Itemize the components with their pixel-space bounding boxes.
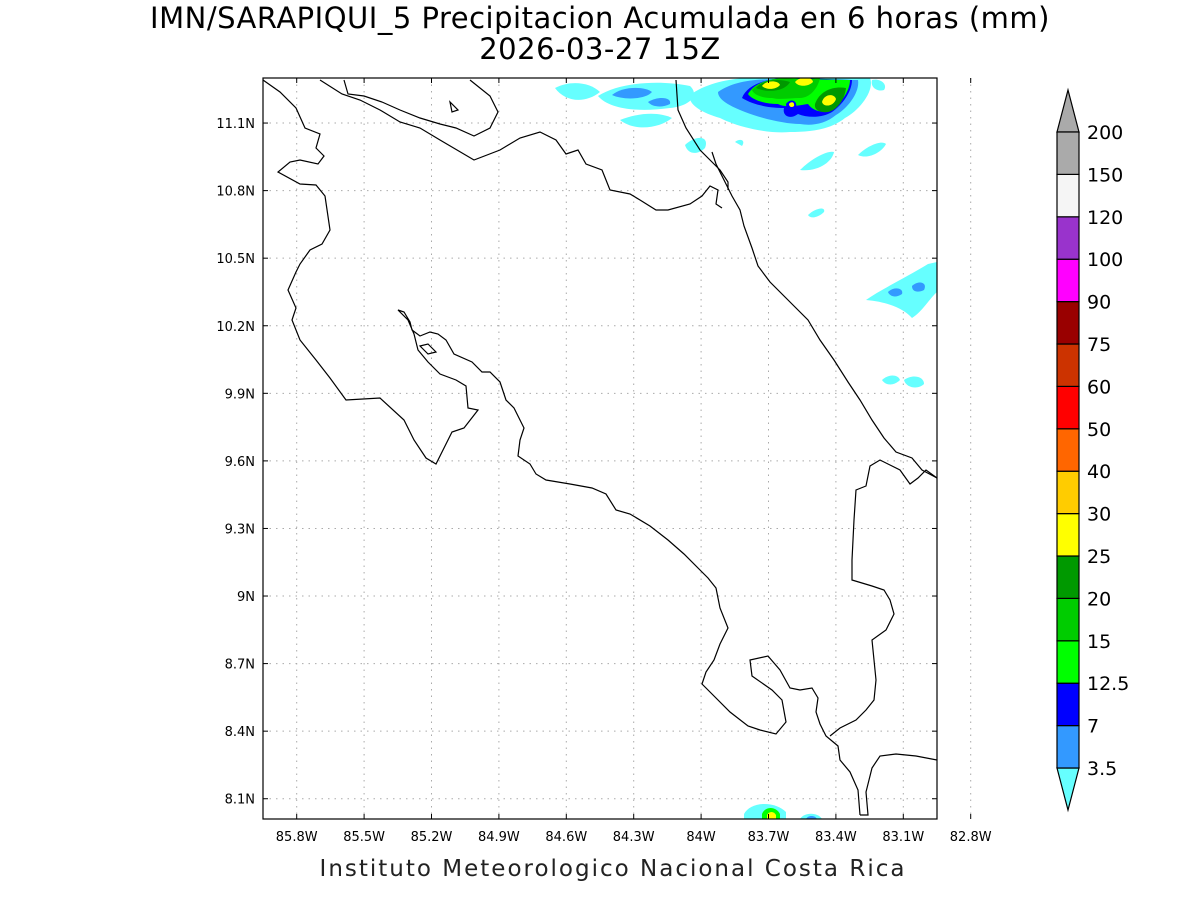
colorbar-swatch xyxy=(1056,682,1080,727)
precip-area xyxy=(685,137,706,153)
lon-tick-label: 84W xyxy=(686,830,716,845)
lat-tick-label: 9.3N xyxy=(225,522,255,537)
island-chira xyxy=(418,343,438,355)
colorbar-label: 75 xyxy=(1087,334,1111,356)
lon-tick-label: 83.7W xyxy=(748,830,790,845)
longitude-axis: 85.8W 85.5W 85.2W 84.9W 84.6W 84.3W 84W 83.7W 83… xyxy=(276,78,992,845)
map-subtitle-date: 2026-03-27 15Z xyxy=(479,32,721,66)
colorbar-label: 15 xyxy=(1087,631,1111,653)
lon-tick-label: 84.3W xyxy=(613,830,655,845)
precip-area xyxy=(767,812,776,819)
lon-tick-label: 85.5W xyxy=(343,830,385,845)
map-title: IMN/SARAPIQUI_5 Precipitacion Acumulada … xyxy=(150,1,1050,35)
border-nicaragua xyxy=(319,79,723,211)
precip-area xyxy=(808,208,825,218)
border-panama xyxy=(675,79,729,190)
precip-area xyxy=(735,139,744,146)
precip-area xyxy=(806,816,817,819)
coastline-nicoya-peninsula xyxy=(263,79,861,816)
precip-area xyxy=(822,95,836,106)
precip-area xyxy=(620,113,672,128)
colorbar-swatch xyxy=(1056,385,1080,430)
colorbar-label: 3.5 xyxy=(1087,758,1117,780)
lon-tick-label: 84.6W xyxy=(545,830,587,845)
lon-tick-label: 83.1W xyxy=(882,830,924,845)
coastline-caribbean xyxy=(711,151,937,479)
precip-area xyxy=(882,375,900,385)
lake-island xyxy=(449,100,460,113)
lon-tick-label: 83.4W xyxy=(815,830,857,845)
colorbar-label: 100 xyxy=(1087,249,1123,271)
lat-tick-label: 8.7N xyxy=(225,658,255,673)
latitude-axis: 11.1N 10.8N 10.5N 10.2N 9.9N 9.6N 9.3N 9N 8.7N 8.… xyxy=(216,117,937,808)
colorbar-label: 90 xyxy=(1087,292,1111,314)
lat-tick-label: 11.1N xyxy=(216,117,255,132)
precip-area xyxy=(866,262,937,318)
lake-nicaragua-shore xyxy=(343,79,499,137)
colorbar-label: 200 xyxy=(1087,122,1123,144)
lat-tick-label: 9.9N xyxy=(225,387,255,402)
precip-area xyxy=(648,98,671,107)
precip-area xyxy=(612,87,652,99)
graticule xyxy=(263,78,972,819)
lon-tick-label: 82.8W xyxy=(950,830,992,845)
precip-area xyxy=(858,142,886,157)
colorbar-swatch xyxy=(1056,173,1080,218)
colorbar-label: 60 xyxy=(1087,376,1111,398)
coastline-osa-region xyxy=(829,459,937,737)
colorbar-swatch xyxy=(1056,724,1080,769)
lat-tick-label: 8.1N xyxy=(225,793,255,808)
colorbar-swatch xyxy=(1056,640,1080,684)
colorbar-swatch xyxy=(1056,512,1080,557)
precip-area xyxy=(912,282,925,292)
colorbar-swatch xyxy=(1056,555,1080,600)
border-panama-south xyxy=(860,753,937,816)
lat-tick-label: 9N xyxy=(237,590,255,605)
colorbar-legend: 3.5 7 12.5 15 20 25 30 40 50 60 75 90 100 120 150 200 xyxy=(1056,87,1129,813)
precip-area xyxy=(871,79,886,91)
lat-tick-label: 10.2N xyxy=(216,320,255,335)
colorbar-label: 25 xyxy=(1087,546,1111,568)
lat-tick-label: 10.5N xyxy=(216,252,255,267)
precipitation-field xyxy=(555,78,937,819)
colorbar-label: 50 xyxy=(1087,419,1111,441)
precip-area xyxy=(888,288,903,297)
colorbar-swatch xyxy=(1056,258,1080,303)
colorbar-label: 20 xyxy=(1087,588,1111,610)
precip-area xyxy=(800,151,834,171)
precip-area xyxy=(904,376,924,388)
map-frame xyxy=(262,77,938,820)
lat-tick-label: 10.8N xyxy=(216,185,255,200)
colorbar-label: 30 xyxy=(1087,504,1111,526)
colorbar-arrow-low xyxy=(1056,767,1080,813)
coastlines xyxy=(263,79,937,816)
lat-tick-label: 8.4N xyxy=(225,725,255,740)
precip-area xyxy=(555,83,600,100)
precip-area xyxy=(795,78,813,86)
colorbar-swatch xyxy=(1056,470,1080,515)
lon-tick-label: 85.2W xyxy=(411,830,453,845)
colorbar-swatch xyxy=(1056,428,1080,472)
colorbar-label: 120 xyxy=(1087,207,1123,229)
precip-area xyxy=(789,102,795,108)
colorbar-swatch xyxy=(1056,343,1080,388)
lon-tick-label: 84.9W xyxy=(478,830,520,845)
colorbar-swatch xyxy=(1056,216,1080,260)
colorbar-label: 12.5 xyxy=(1087,673,1129,695)
colorbar-swatch xyxy=(1056,301,1080,345)
colorbar-label: 7 xyxy=(1087,716,1099,738)
colorbar-label: 150 xyxy=(1087,164,1123,186)
colorbar-swatch xyxy=(1056,597,1080,642)
precip-area xyxy=(762,81,780,89)
colorbar-swatch xyxy=(1056,131,1080,176)
precip-area xyxy=(598,82,694,110)
footer-credit: Instituto Meteorologico Nacional Costa R… xyxy=(319,856,907,882)
lon-tick-label: 85.8W xyxy=(276,830,318,845)
colorbar-arrow-high xyxy=(1056,87,1080,133)
colorbar-label: 40 xyxy=(1087,461,1111,483)
lat-tick-label: 9.6N xyxy=(225,455,255,470)
